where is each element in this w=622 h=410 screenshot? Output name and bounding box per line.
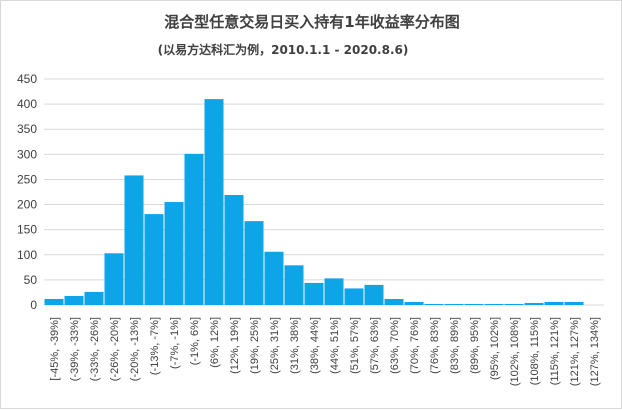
y-tick-label: 0: [30, 298, 37, 312]
x-tick-label: (-33%, -26%]: [89, 317, 101, 381]
bar: [364, 284, 384, 305]
x-tick-label: (25%, 31%]: [269, 317, 281, 374]
x-tick-label: (115%, 121%]: [549, 317, 561, 385]
bar: [204, 99, 224, 305]
bar: [324, 278, 344, 305]
y-tick-label: 100: [17, 248, 37, 262]
y-tick-label: 50: [24, 273, 38, 287]
x-tick-label: (12%, 19%]: [229, 317, 241, 374]
bar: [144, 214, 164, 305]
bar: [404, 301, 424, 305]
x-tick-label: (127%, 134%]: [589, 317, 601, 386]
x-tick-label: (108%, 115%]: [529, 317, 541, 385]
bar: [344, 288, 364, 305]
x-tick-label: (121%, 127%]: [569, 317, 581, 386]
x-tick-label: (31%, 38%]: [289, 317, 301, 374]
x-tick-label: (76%, 83%]: [429, 317, 441, 374]
bar: [224, 195, 244, 305]
x-tick-label: (57%, 63%]: [369, 317, 381, 374]
x-tick-label: (70%, 76%]: [409, 317, 421, 374]
x-tick-label: (19%, 25%]: [249, 317, 261, 374]
x-tick-label: (-39%, -33%]: [69, 317, 81, 381]
y-axis-ticks: 0 50 100 150 200 250 300 350 400 450: [17, 72, 37, 312]
x-tick-label: (89%, 95%]: [469, 317, 481, 374]
x-tick-label: (51%, 57%]: [349, 317, 361, 374]
bar: [264, 251, 284, 305]
y-tick-label: 300: [17, 147, 37, 161]
x-axis-ticks: [-45%, -39%] (-39%, -33%] (-33%, -26%] (-26…: [49, 317, 601, 386]
x-tick-label: (6%, 12%]: [209, 317, 221, 368]
x-tick-label: (102%, 108%]: [509, 317, 521, 386]
x-tick-label: (38%, 44%]: [309, 317, 321, 374]
x-tick-label: [-45%, -39%]: [49, 317, 61, 381]
bar: [284, 265, 304, 305]
bar: [504, 303, 524, 305]
bar: [444, 303, 464, 305]
chart-subtitle: (以易方达科汇为例，2010.1.1 - 2020.8.6): [158, 42, 409, 57]
x-tick-label: (-26%, -20%]: [109, 317, 121, 381]
bar: [524, 302, 544, 305]
bar: [384, 298, 404, 305]
x-tick-label: (44%, 51%]: [329, 317, 341, 374]
x-tick-label: (-7%, -1%]: [169, 317, 181, 369]
bar: [244, 221, 264, 305]
bar: [464, 303, 484, 305]
y-tick-label: 350: [17, 122, 37, 136]
bar: [564, 301, 584, 305]
y-tick-label: 400: [17, 97, 37, 111]
x-tick-label: (63%, 70%]: [389, 317, 401, 374]
bar: [484, 303, 504, 305]
x-tick-label: (-1%, 6%]: [189, 317, 201, 365]
bar: [44, 298, 64, 305]
y-tick-label: 150: [17, 223, 37, 237]
x-tick-label: (-20%, -13%]: [129, 317, 141, 381]
chart-title: 混合型任意交易日买入持有1年收益率分布图: [164, 13, 459, 31]
x-tick-label: (83%, 89%]: [449, 317, 461, 374]
bar: [84, 291, 104, 305]
bar: [424, 303, 444, 305]
x-tick-label: (95%, 102%]: [489, 317, 501, 380]
bar: [104, 253, 124, 305]
x-tick-label: (-13%, -7%]: [149, 317, 161, 375]
bar: [184, 153, 204, 305]
bar: [64, 295, 84, 305]
y-tick-label: 250: [17, 172, 37, 186]
bar: [304, 282, 324, 305]
bar: [164, 202, 184, 305]
y-tick-label: 450: [17, 72, 37, 86]
bars: [44, 99, 584, 305]
bar: [544, 301, 564, 305]
bar: [124, 175, 144, 305]
y-tick-label: 200: [17, 198, 37, 212]
